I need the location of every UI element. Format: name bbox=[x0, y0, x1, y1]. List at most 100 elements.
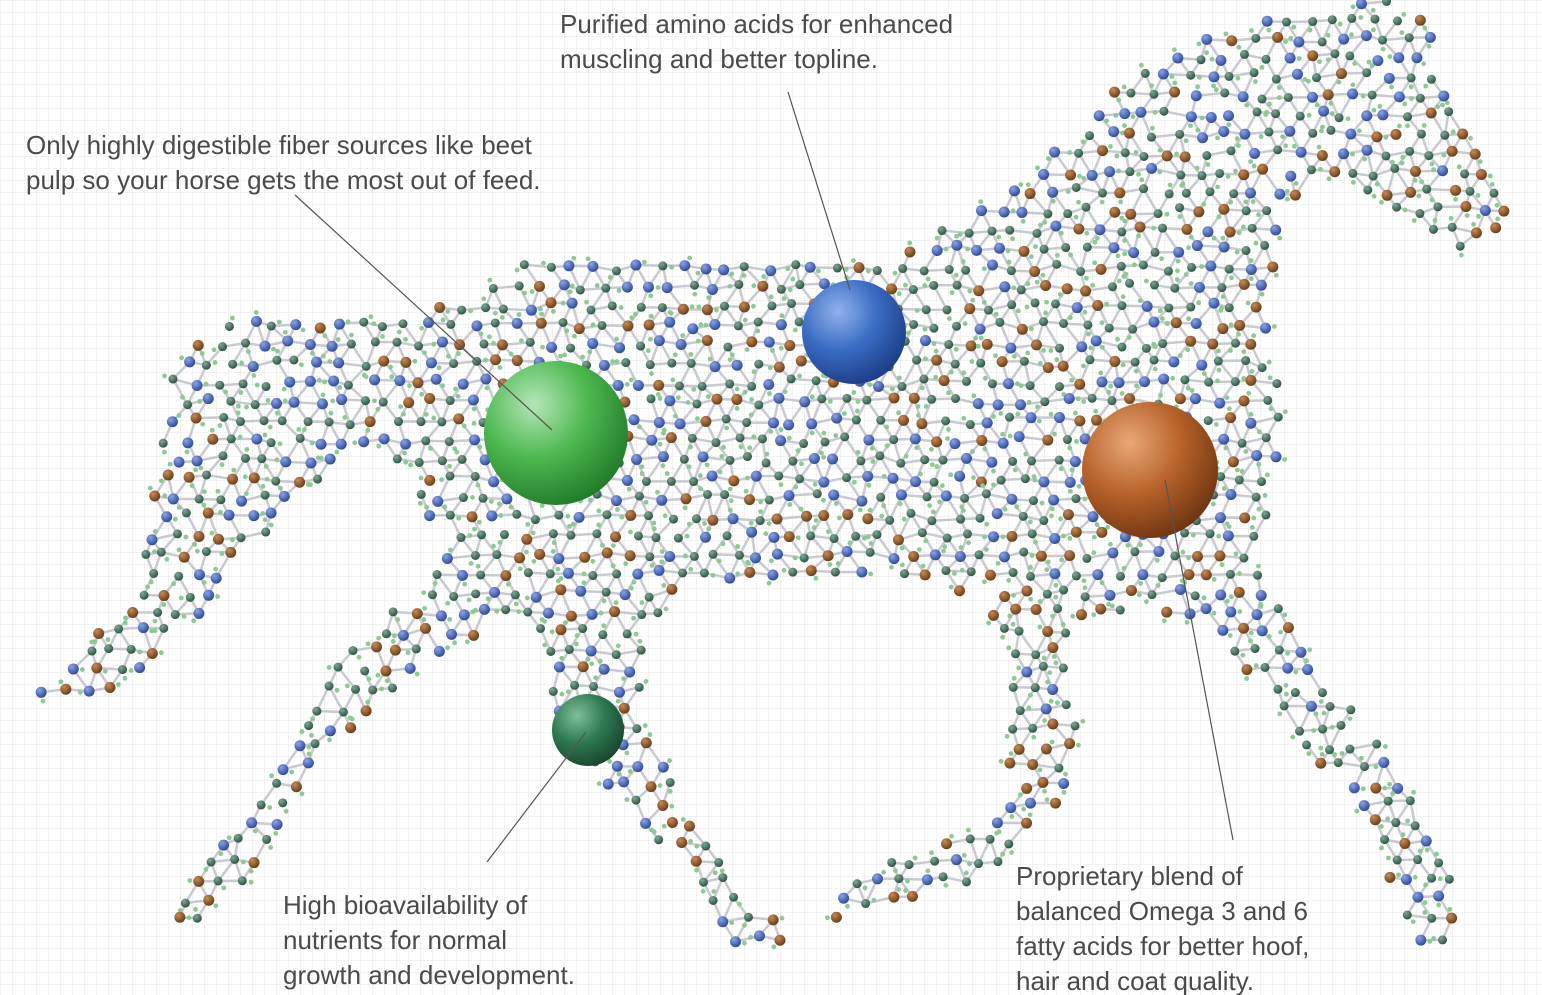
hydrogen-atom bbox=[1026, 182, 1031, 187]
atom bbox=[492, 550, 501, 559]
hydrogen-atom bbox=[918, 472, 923, 477]
hydrogen-atom bbox=[1170, 376, 1175, 381]
atom bbox=[701, 842, 710, 851]
hydrogen-atom bbox=[162, 493, 167, 498]
atom bbox=[1007, 531, 1018, 542]
hydrogen-atom bbox=[1058, 292, 1063, 297]
atom bbox=[1370, 814, 1381, 825]
atom bbox=[889, 435, 898, 444]
hydrogen-atom bbox=[984, 547, 989, 552]
hydrogen-atom bbox=[866, 269, 871, 274]
atom bbox=[1251, 609, 1262, 620]
atom bbox=[614, 687, 625, 698]
atom bbox=[248, 361, 259, 372]
hydrogen-atom bbox=[1216, 349, 1221, 354]
atom bbox=[1159, 107, 1168, 116]
atom bbox=[908, 551, 919, 562]
atom bbox=[1401, 874, 1412, 885]
hydrogen-atom bbox=[1031, 735, 1036, 740]
hydrogen-atom bbox=[728, 508, 733, 513]
atom bbox=[1399, 838, 1410, 849]
atom bbox=[687, 359, 696, 368]
hydrogen-atom bbox=[1267, 360, 1272, 365]
atom bbox=[149, 490, 160, 501]
atom bbox=[1257, 625, 1268, 636]
hydrogen-atom bbox=[1010, 236, 1015, 241]
hydrogen-atom bbox=[456, 516, 461, 521]
atom bbox=[1360, 762, 1369, 771]
hydrogen-atom bbox=[525, 522, 530, 527]
hydrogen-atom bbox=[1419, 179, 1424, 184]
hydrogen-atom bbox=[1225, 599, 1230, 604]
atom bbox=[469, 434, 480, 445]
atom bbox=[939, 456, 948, 465]
atom bbox=[1215, 589, 1226, 600]
atom bbox=[863, 434, 874, 445]
hydrogen-atom bbox=[983, 446, 988, 451]
hydrogen-atom bbox=[269, 773, 274, 778]
atom bbox=[531, 592, 542, 603]
hydrogen-atom bbox=[159, 478, 164, 483]
atom bbox=[272, 356, 281, 365]
atom bbox=[313, 475, 322, 484]
atom bbox=[1252, 493, 1261, 502]
hydrogen-atom bbox=[659, 559, 664, 564]
atom bbox=[1225, 72, 1234, 81]
hydrogen-atom bbox=[961, 259, 966, 264]
atom bbox=[424, 475, 435, 486]
hydrogen-atom bbox=[1005, 734, 1010, 739]
atom bbox=[1444, 107, 1453, 116]
atom bbox=[1107, 547, 1118, 558]
atom bbox=[147, 534, 158, 545]
hydrogen-atom bbox=[191, 618, 196, 623]
hydrogen-atom bbox=[212, 347, 217, 352]
atom bbox=[1262, 206, 1271, 215]
atom bbox=[1139, 260, 1148, 269]
atom bbox=[157, 548, 166, 557]
hydrogen-atom bbox=[1243, 199, 1248, 204]
atom bbox=[325, 725, 336, 736]
hydrogen-atom bbox=[1260, 292, 1265, 297]
atom bbox=[1249, 532, 1258, 541]
hydrogen-atom bbox=[424, 412, 429, 417]
hydrogen-atom bbox=[442, 505, 447, 510]
hydrogen-atom bbox=[640, 471, 645, 476]
atom bbox=[449, 359, 458, 368]
atom bbox=[598, 630, 607, 639]
atom bbox=[1283, 622, 1294, 633]
hydrogen-atom bbox=[1091, 550, 1096, 555]
atom bbox=[788, 568, 797, 577]
atom bbox=[614, 342, 625, 353]
atom bbox=[640, 818, 651, 829]
hydrogen-atom bbox=[1465, 213, 1470, 218]
atom bbox=[536, 624, 545, 633]
hydrogen-atom bbox=[646, 348, 651, 353]
hydrogen-atom bbox=[1158, 308, 1163, 313]
hydrogen-atom bbox=[994, 831, 999, 836]
hydrogen-atom bbox=[852, 480, 857, 485]
atom bbox=[351, 685, 360, 694]
atom bbox=[436, 610, 447, 621]
atom bbox=[251, 434, 262, 445]
hydrogen-atom bbox=[900, 546, 905, 551]
atom bbox=[1186, 303, 1195, 312]
hydrogen-atom bbox=[1371, 108, 1376, 113]
hydrogen-atom bbox=[996, 561, 1001, 566]
hydrogen-atom bbox=[688, 352, 693, 357]
atom bbox=[1020, 357, 1029, 366]
atom bbox=[678, 304, 689, 315]
hydrogen-atom bbox=[961, 416, 966, 421]
hydrogen-atom bbox=[952, 571, 957, 576]
atom bbox=[563, 568, 574, 579]
atom bbox=[1015, 627, 1024, 636]
atom bbox=[426, 357, 437, 368]
hydrogen-atom bbox=[1405, 818, 1410, 823]
hydrogen-atom bbox=[195, 549, 200, 554]
hydrogen-atom bbox=[1095, 522, 1100, 527]
atom bbox=[1054, 412, 1065, 423]
hydrogen-atom bbox=[1042, 220, 1047, 225]
hydrogen-atom bbox=[1138, 581, 1143, 586]
hydrogen-atom bbox=[769, 295, 774, 300]
atom bbox=[236, 417, 245, 426]
atom bbox=[920, 335, 931, 346]
